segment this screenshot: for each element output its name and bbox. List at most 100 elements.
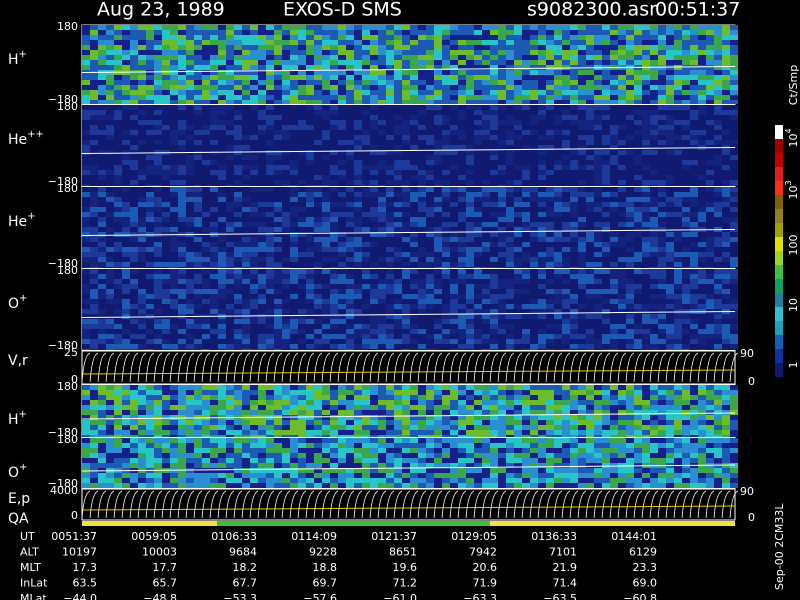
spectrogram-cell: [530, 125, 538, 130]
spectrogram-cell: [690, 165, 698, 170]
spectrogram-cell: [362, 227, 370, 232]
spectrogram-cell: [514, 192, 522, 197]
spectrogram-cell: [554, 212, 562, 217]
spectrogram-cell: [474, 100, 482, 104]
spectrogram-cell: [282, 25, 290, 30]
spectrogram-cell: [426, 170, 434, 175]
spectrogram-cell: [474, 140, 482, 145]
spectrogram-cell: [250, 237, 258, 242]
spectrogram-cell: [434, 120, 442, 125]
spectrogram-cell: [274, 135, 282, 140]
spectrogram-cell: [298, 80, 306, 85]
spectrogram-cell: [90, 227, 98, 232]
spectrogram-cell: [426, 192, 434, 197]
spectrogram-cell: [514, 35, 522, 40]
spectrogram-cell: [490, 25, 498, 30]
spectrogram-cell: [354, 247, 362, 252]
spectrogram-cell: [282, 150, 290, 155]
spectrogram-cell: [362, 120, 370, 125]
spectrogram-cell: [578, 289, 586, 294]
spectrogram-cell: [522, 289, 530, 294]
spectrogram-cell: [322, 284, 330, 289]
spectrogram-cell: [706, 299, 714, 304]
spectrogram-cell: [354, 252, 362, 257]
spectrogram-cell: [250, 145, 258, 150]
spectrogram-cell: [554, 170, 562, 175]
spectrogram-cell: [122, 45, 130, 50]
spectrogram-cell: [554, 299, 562, 304]
spectrogram-cell: [322, 130, 330, 135]
spectrogram-cell: [226, 207, 234, 212]
spectrogram-cell: [186, 75, 194, 80]
panel-label: He++: [8, 129, 44, 148]
spectrogram-cell: [410, 242, 418, 247]
spectrogram-cell: [466, 95, 474, 100]
spectrogram-cell: [386, 25, 394, 30]
spectrogram-cell: [674, 75, 682, 80]
spectrogram-cell: [306, 192, 314, 197]
spectrogram-cell: [610, 197, 618, 202]
spectrogram-cell: [546, 150, 554, 155]
spectrogram-cell: [498, 35, 506, 40]
spectrogram-cell: [570, 284, 578, 289]
spectrogram-cell: [178, 319, 186, 324]
spectrogram-cell: [482, 284, 490, 289]
spectrogram-cell: [154, 192, 162, 197]
spectrogram-cell: [266, 289, 274, 294]
spectrogram-cell: [138, 90, 146, 95]
spectrogram-cell: [570, 222, 578, 227]
spectrogram-cell: [546, 65, 554, 70]
spectrogram-cell: [530, 175, 538, 180]
spectrogram-cell: [562, 100, 570, 104]
spectrogram-cell: [338, 192, 346, 197]
spectrogram-cell: [218, 304, 226, 309]
spectrogram-cell: [586, 192, 594, 197]
spectrogram-cell: [202, 197, 210, 202]
spectrogram-cell: [626, 70, 634, 75]
spectrogram-cell: [586, 70, 594, 75]
spectrogram-cell: [722, 55, 730, 60]
spectrogram-cell: [154, 110, 162, 115]
spectrogram-cell: [202, 187, 210, 192]
spectrogram-cell: [338, 130, 346, 135]
spectrogram-cell: [82, 267, 90, 268]
spectrogram-cell: [666, 284, 674, 289]
spectrogram-cell: [290, 40, 298, 45]
spectrogram-cell: [178, 145, 186, 150]
spectrogram-cell: [642, 304, 650, 309]
spectrogram-cell: [202, 227, 210, 232]
spectrogram-cell: [570, 217, 578, 222]
spectrogram-cell: [218, 75, 226, 80]
spectrogram-cell: [538, 274, 546, 279]
spectrogram-cell: [282, 294, 290, 299]
spectrogram-cell: [370, 125, 378, 130]
spectrogram-cell: [394, 227, 402, 232]
spectrogram-cell: [274, 130, 282, 135]
spectrogram-cell: [82, 105, 90, 110]
spectrogram-cell: [346, 314, 354, 319]
spectrogram-cell: [330, 65, 338, 70]
spectrogram-cell: [362, 187, 370, 192]
spectrogram-cell: [658, 294, 666, 299]
spectrogram-cell: [722, 187, 730, 192]
spectrogram-cell: [578, 90, 586, 95]
spectrogram-cell: [402, 242, 410, 247]
spectrogram-cell: [418, 232, 426, 237]
spectrogram-cell: [250, 242, 258, 247]
spectrogram-cell: [586, 185, 594, 186]
spectrogram-cell: [634, 130, 642, 135]
spectrogram-cell: [162, 242, 170, 247]
spectrogram-cell: [362, 192, 370, 197]
spectrogram-cell: [218, 242, 226, 247]
spectrogram-cell: [114, 135, 122, 140]
spectrogram-cell: [602, 125, 610, 130]
spectrogram-cell: [202, 85, 210, 90]
spectrogram-cell: [722, 252, 730, 257]
spectrogram-cell: [370, 175, 378, 180]
spectrogram-cell: [202, 155, 210, 160]
spectrogram-cell: [242, 247, 250, 252]
spectrogram-cell: [530, 80, 538, 85]
spectrogram-cell: [498, 289, 506, 294]
spectrogram-cell: [634, 110, 642, 115]
spectrogram-cell: [602, 130, 610, 135]
